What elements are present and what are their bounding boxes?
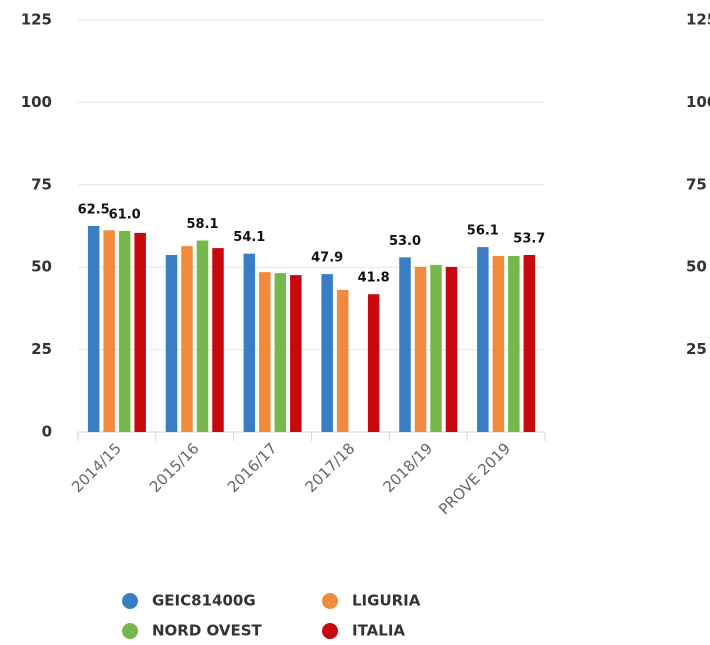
- y-tick-label: 50: [686, 258, 707, 276]
- x-tick-label: PROVE 2019: [435, 439, 514, 518]
- data-label: 61.0: [109, 207, 141, 222]
- x-tick-label: 2018/19: [379, 439, 436, 496]
- y-tick-label: 75: [686, 175, 707, 193]
- bar: [243, 253, 256, 432]
- legend-marker: [322, 623, 338, 639]
- data-label: 53.0: [389, 234, 421, 249]
- bar: [399, 257, 411, 432]
- bar: [290, 275, 302, 432]
- bar: [523, 255, 536, 432]
- bar: [212, 248, 224, 432]
- data-label: 47.9: [311, 251, 343, 266]
- legend-marker: [122, 623, 138, 639]
- bar: [165, 255, 178, 432]
- legend-marker: [322, 593, 338, 609]
- y-tick-label: 25: [686, 340, 707, 358]
- bar: [492, 255, 505, 432]
- bar: [181, 246, 193, 432]
- bar: [103, 230, 115, 432]
- legend-label: GEIC81400G: [152, 592, 256, 610]
- bar: [477, 247, 489, 432]
- y-tick-label: 75: [31, 175, 52, 193]
- bar: [414, 266, 427, 432]
- y-tick-label: 0: [42, 423, 52, 441]
- bar: [445, 266, 458, 432]
- bar: [274, 273, 287, 432]
- bar: [367, 294, 380, 432]
- bar: [118, 230, 131, 432]
- y-tick-label: 100: [686, 93, 710, 111]
- x-tick-label: 2015/16: [146, 439, 203, 496]
- legend-marker: [122, 593, 138, 609]
- y-tick-label: 100: [21, 93, 52, 111]
- bar: [196, 240, 209, 432]
- x-tick-label: 2016/17: [224, 439, 281, 496]
- data-label: 56.1: [467, 224, 499, 239]
- bar: [134, 232, 146, 432]
- legend-label: LIGURIA: [352, 592, 421, 610]
- data-label: 54.1: [233, 230, 265, 245]
- x-tick-label: 2014/15: [68, 439, 125, 496]
- data-label: 41.8: [358, 271, 390, 286]
- bar: [508, 255, 520, 432]
- legend-label: ITALIA: [352, 622, 405, 640]
- x-tick-label: 2017/18: [302, 439, 359, 496]
- data-label: 53.7: [513, 232, 545, 247]
- bar: [321, 274, 333, 432]
- bar: [336, 289, 349, 432]
- data-label: 62.5: [78, 203, 110, 218]
- bar: [87, 226, 100, 432]
- y-tick-label: 125: [21, 11, 52, 29]
- bar: [430, 264, 442, 432]
- bar: [259, 272, 271, 432]
- y-tick-label: 125: [686, 11, 710, 29]
- y-tick-label: 25: [31, 340, 52, 358]
- data-label: 58.1: [186, 217, 218, 232]
- y-tick-label: 50: [31, 258, 52, 276]
- legend-label: NORD OVEST: [152, 622, 263, 640]
